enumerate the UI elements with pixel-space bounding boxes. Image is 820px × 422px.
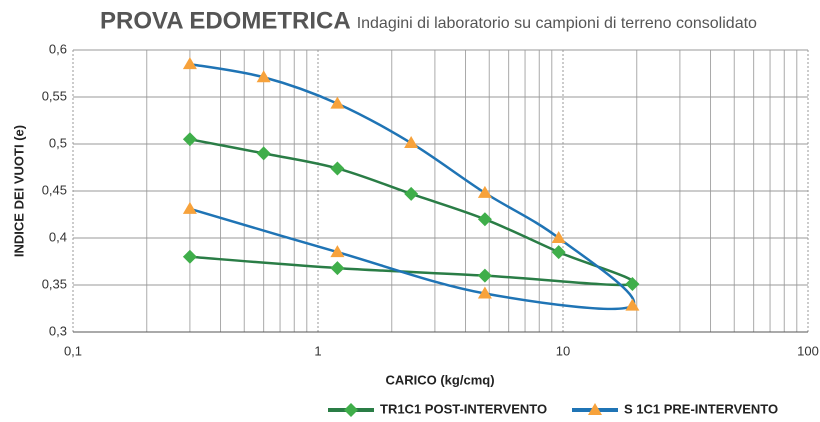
data-point: [182, 201, 197, 214]
data-point: [330, 161, 345, 176]
y-tick-label: 0,55: [42, 88, 67, 103]
y-axis-label: INDICE DEI VUOTI (e): [11, 125, 26, 257]
x-tick-label: 1: [314, 343, 321, 358]
data-point: [625, 277, 640, 292]
data-point: [477, 268, 492, 283]
x-tick-label: 100: [797, 343, 819, 358]
y-tick-label: 0,3: [49, 323, 67, 338]
x-tick-label: 0,1: [64, 343, 82, 358]
data-point: [182, 57, 197, 70]
data-point: [477, 286, 492, 299]
legend-label: TR1C1 POST-INTERVENTO: [380, 401, 547, 416]
y-tick-label: 0,4: [49, 229, 67, 244]
data-point: [256, 70, 271, 83]
y-tick-label: 0,45: [42, 182, 67, 197]
legend-marker: [588, 403, 602, 415]
chart-title: PROVA EDOMETRICA: [100, 7, 351, 34]
chart-subtitle: Indagini di laboratorio su campioni di t…: [357, 15, 757, 32]
data-point: [477, 212, 492, 227]
x-axis-label: CARICO (kg/cmq): [385, 372, 494, 387]
data-point: [330, 261, 345, 276]
data-point: [551, 245, 566, 260]
data-point: [330, 245, 345, 258]
data-point: [256, 146, 271, 161]
data-point: [182, 132, 197, 147]
data-point: [404, 186, 419, 201]
data-point: [182, 249, 197, 264]
y-tick-label: 0,35: [42, 276, 67, 291]
data-point: [625, 298, 640, 311]
series-line: [189, 138, 636, 287]
data-point: [551, 231, 566, 243]
legend-marker: [344, 403, 358, 417]
data-point: [404, 136, 419, 149]
y-tick-label: 0,5: [49, 135, 67, 150]
x-tick-label: 10: [556, 343, 570, 358]
y-tick-label: 0,6: [49, 41, 67, 56]
data-point: [330, 96, 345, 109]
legend-label: S 1C1 PRE-INTERVENTO: [624, 401, 778, 416]
data-point: [477, 185, 492, 198]
